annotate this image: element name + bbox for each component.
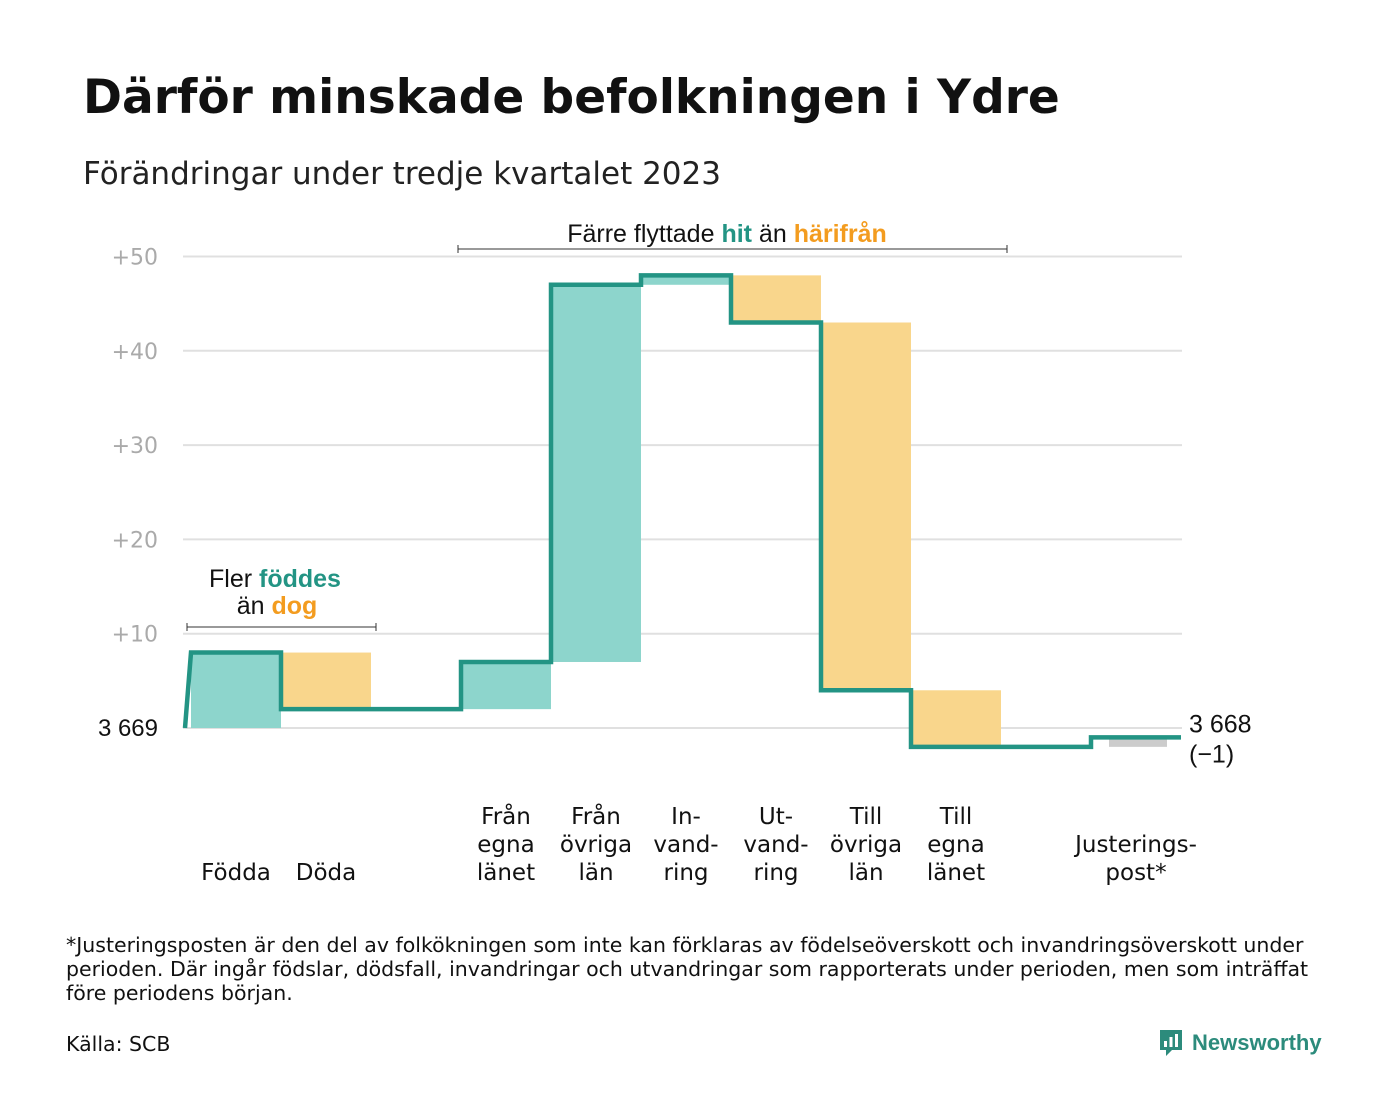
category-label: vand- [653, 832, 718, 858]
category-label: ring [753, 860, 798, 886]
category-label: Ut- [759, 804, 793, 830]
source: Källa: SCB [66, 1032, 171, 1056]
waterfall-bar [731, 275, 821, 323]
category-label: länet [927, 860, 985, 886]
waterfall-chart: +10+20+30+40+50 Födda DödaFrånegnalänetFr… [98, 220, 1252, 886]
category-label: egna [927, 832, 984, 858]
y-tick-label: +10 [112, 623, 158, 648]
end-change-label: (−1) [1189, 740, 1234, 768]
category-label: övriga [560, 832, 632, 858]
start-value-label: 3 669 [98, 715, 158, 742]
category-label: Från [571, 802, 621, 830]
waterfall-bar [461, 661, 551, 710]
category-label: egna [477, 832, 534, 858]
waterfall-bar [821, 322, 911, 691]
category-label: län [848, 860, 883, 886]
category-label: län [578, 860, 613, 886]
category-label: Justerings- [1073, 832, 1197, 858]
waterfall-bar [1109, 737, 1167, 747]
waterfall-bar [641, 275, 731, 285]
birth-bracket [186, 623, 377, 631]
y-tick-label: +40 [112, 340, 158, 365]
waterfall-bar [191, 652, 281, 728]
newsworthy-brand: Newsworthy [1192, 1030, 1322, 1055]
migration-annotation: Färre flyttade hit än härifrån [567, 220, 887, 248]
footnote: *Justeringsposten är den del av folkökni… [66, 933, 1309, 1005]
end-value-label: 3 668 [1189, 710, 1252, 738]
waterfall-bar [911, 690, 1001, 747]
category-label: ring [663, 860, 708, 886]
category-label: övriga [830, 832, 902, 858]
category-label: Födda [201, 860, 271, 886]
migration-bracket [457, 245, 1008, 253]
category-label: Döda [296, 860, 356, 886]
category-label: vand- [743, 832, 808, 858]
waterfall-bar [281, 652, 371, 710]
waterfall-bar [551, 284, 641, 662]
cumulative-step-line [182, 273, 1181, 750]
birth-annotation-line1: Fler föddes [209, 565, 341, 593]
newsworthy-logo: Newsworthy [1158, 1028, 1322, 1058]
y-tick-label: +30 [112, 434, 158, 459]
category-label: Till [849, 804, 883, 830]
category-label: Från [481, 802, 531, 830]
category-label: Till [939, 804, 973, 830]
category-label: In- [671, 804, 701, 830]
category-label: post* [1105, 860, 1166, 886]
category-label: länet [477, 860, 535, 886]
chart-title: Därför minskade befolkningen i Ydre [83, 70, 1060, 125]
y-tick-label: +50 [112, 246, 158, 271]
newsworthy-logo-icon [1160, 1030, 1182, 1056]
chart-subtitle: Förändringar under tredje kvartalet 2023 [83, 156, 721, 192]
y-tick-label: +20 [112, 528, 158, 553]
birth-annotation-line2: än dog [237, 592, 318, 620]
